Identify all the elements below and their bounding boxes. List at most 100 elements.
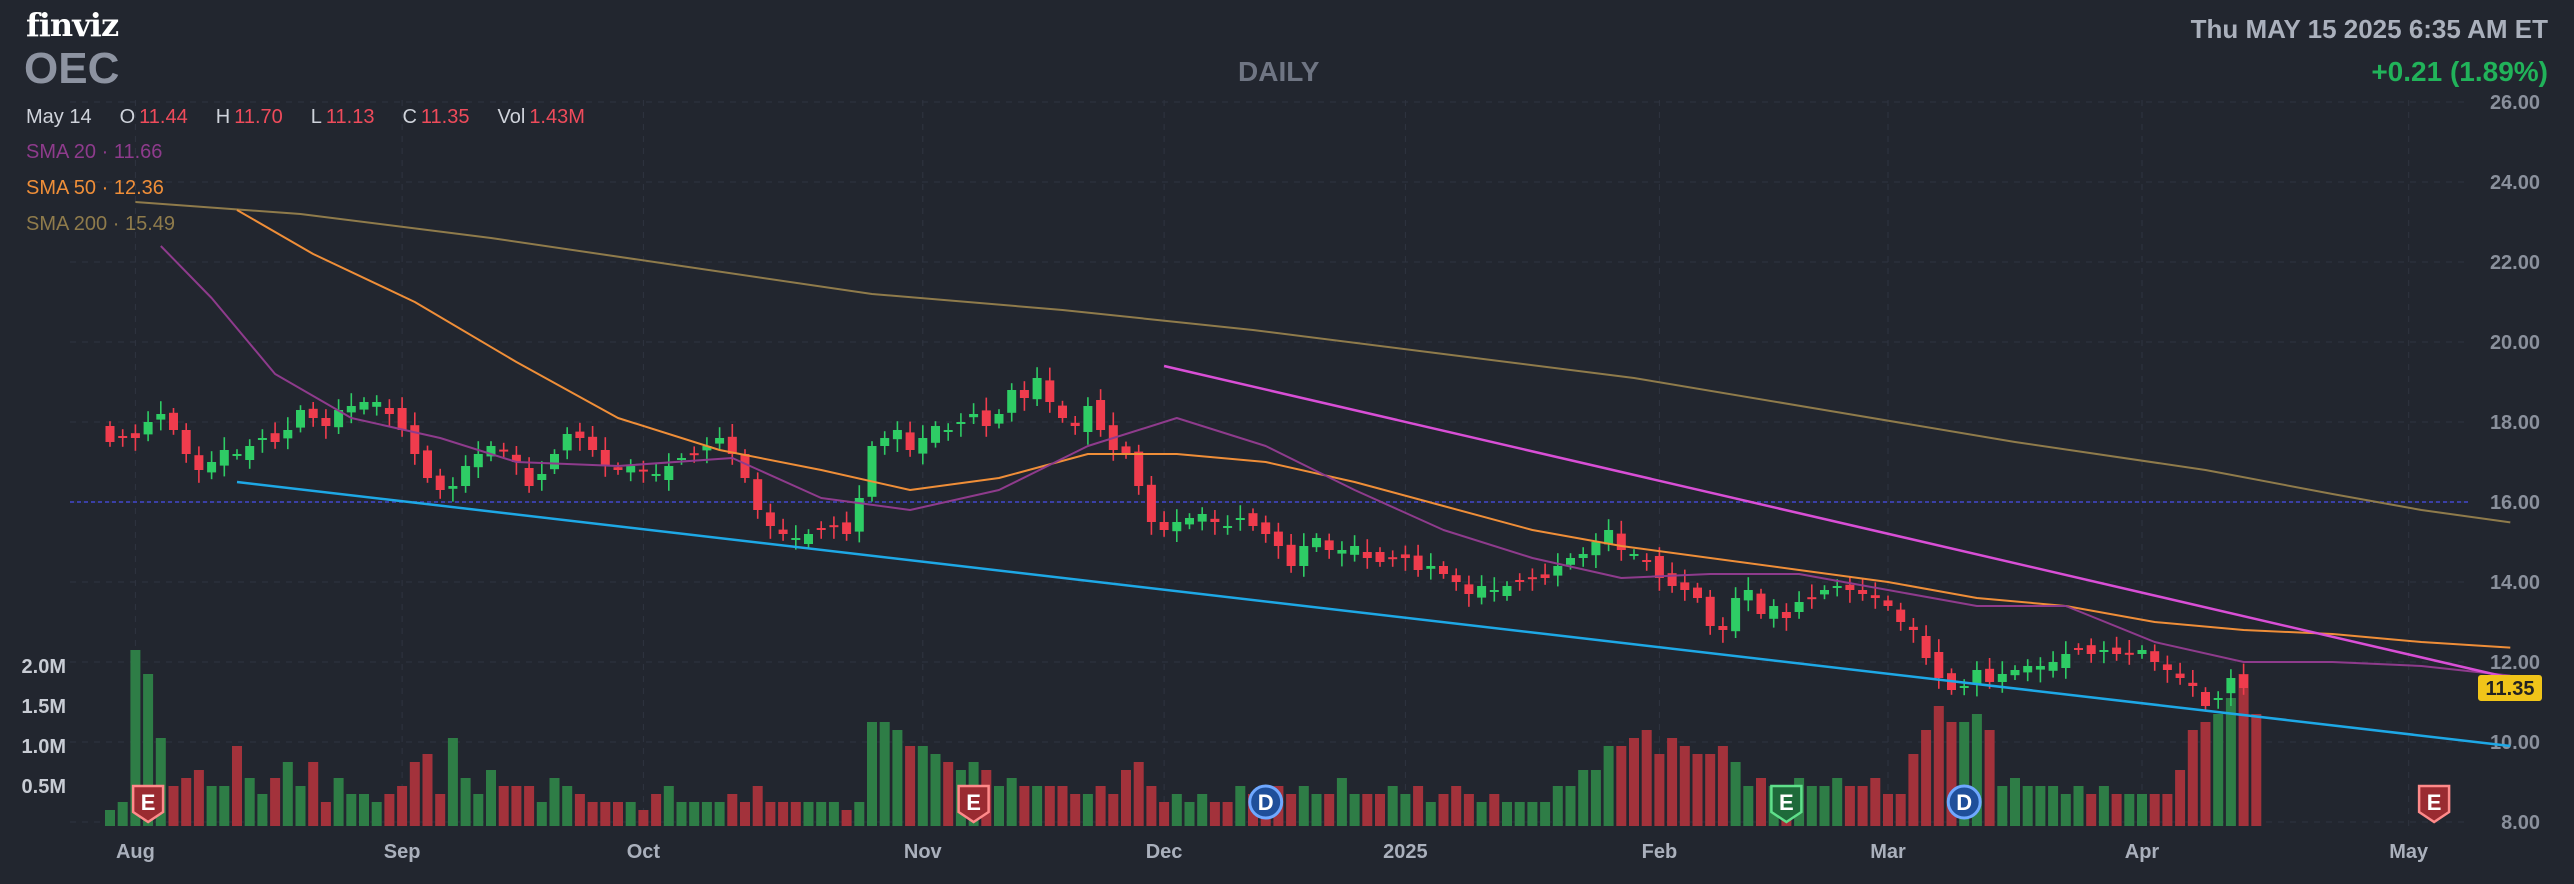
candle-body[interactable] <box>511 454 521 462</box>
candle-body[interactable] <box>1820 590 1829 595</box>
candle-body[interactable] <box>1146 484 1156 522</box>
candle-body[interactable] <box>1718 626 1728 630</box>
candle-body[interactable] <box>461 466 471 486</box>
candle-body[interactable] <box>1058 405 1067 418</box>
candle-body[interactable] <box>1439 566 1448 574</box>
candle-body[interactable] <box>2162 664 2172 670</box>
candle-body[interactable] <box>1985 668 1995 682</box>
candle-body[interactable] <box>1172 522 1182 532</box>
candle-body[interactable] <box>346 406 356 413</box>
candle-body[interactable] <box>1794 602 1804 612</box>
candle-body[interactable] <box>1350 546 1360 555</box>
candle-body[interactable] <box>181 430 191 454</box>
candle-body[interactable] <box>1769 606 1779 619</box>
candle-body[interactable] <box>1388 557 1398 560</box>
candle-body[interactable] <box>1667 573 1677 586</box>
candle-body[interactable] <box>2023 666 2033 673</box>
earnings-icon[interactable] <box>131 784 165 824</box>
candle-body[interactable] <box>1324 540 1334 550</box>
candle-body[interactable] <box>1400 554 1410 558</box>
candle-body[interactable] <box>892 430 902 440</box>
candle-body[interactable] <box>2074 648 2083 650</box>
candle-body[interactable] <box>1261 522 1271 534</box>
candle-body[interactable] <box>1096 400 1106 430</box>
earnings-icon[interactable] <box>1770 784 1803 824</box>
candle-body[interactable] <box>1286 544 1296 566</box>
candle-body[interactable] <box>1997 674 2007 682</box>
candle-body[interactable] <box>918 438 928 454</box>
candle-body[interactable] <box>1515 580 1525 582</box>
sma50-line[interactable] <box>236 209 2511 649</box>
candle-body[interactable] <box>473 454 483 468</box>
candle-body[interactable] <box>1578 554 1588 558</box>
candle-body[interactable] <box>638 469 648 472</box>
candle-body[interactable] <box>1477 586 1487 598</box>
candle-body[interactable] <box>1832 586 1842 588</box>
candle-body[interactable] <box>1642 560 1652 562</box>
candle-body[interactable] <box>842 522 852 534</box>
candle-body[interactable] <box>2112 647 2122 654</box>
candle-body[interactable] <box>2213 698 2223 700</box>
candle-body[interactable] <box>207 462 217 473</box>
candle-body[interactable] <box>1693 587 1702 598</box>
candle-body[interactable] <box>791 538 801 540</box>
candle-body[interactable] <box>130 433 140 438</box>
candle-body[interactable] <box>1273 531 1283 546</box>
finviz-logo[interactable]: finviz <box>26 6 119 44</box>
candle-body[interactable] <box>359 402 369 410</box>
candle-body[interactable] <box>1210 518 1220 522</box>
candle-body[interactable] <box>1908 626 1918 630</box>
candle-body[interactable] <box>524 468 534 486</box>
candle-body[interactable] <box>1553 566 1563 576</box>
candle-body[interactable] <box>1591 542 1601 556</box>
candle-body[interactable] <box>2124 652 2134 655</box>
candle-body[interactable] <box>499 449 509 452</box>
candle-body[interactable] <box>283 430 293 439</box>
candle-body[interactable] <box>905 432 915 450</box>
candle-body[interactable] <box>969 414 979 418</box>
candle-body[interactable] <box>1159 522 1169 530</box>
trendline-upper[interactable] <box>1163 364 2511 680</box>
candle-body[interactable] <box>1540 574 1550 578</box>
candle-body[interactable] <box>1464 584 1474 594</box>
candle-body[interactable] <box>334 410 344 428</box>
candle-body[interactable] <box>1743 590 1753 601</box>
candle-body[interactable] <box>1972 670 1982 684</box>
candle-body[interactable] <box>105 426 115 442</box>
candle-body[interactable] <box>1032 378 1042 400</box>
candle-body[interactable] <box>423 450 432 478</box>
candle-body[interactable] <box>1959 686 1969 688</box>
dividend-icon[interactable] <box>1248 784 1284 820</box>
candle-body[interactable] <box>1604 530 1614 545</box>
candle-body[interactable] <box>219 450 229 466</box>
candle-body[interactable] <box>372 402 382 407</box>
earnings-icon[interactable] <box>957 784 990 824</box>
candle-body[interactable] <box>296 410 305 428</box>
candle-body[interactable] <box>435 475 445 490</box>
candle-body[interactable] <box>702 446 712 451</box>
candle-body[interactable] <box>1489 590 1499 592</box>
candle-body[interactable] <box>1019 390 1029 398</box>
candle-body[interactable] <box>588 436 598 450</box>
candle-body[interactable] <box>677 458 686 460</box>
candle-body[interactable] <box>816 528 826 530</box>
candle-body[interactable] <box>2061 654 2071 668</box>
candle-body[interactable] <box>156 414 166 420</box>
candle-body[interactable] <box>1451 575 1461 582</box>
candle-body[interactable] <box>715 438 725 444</box>
candle-body[interactable] <box>651 474 661 476</box>
candle-body[interactable] <box>1629 554 1639 556</box>
candle-body[interactable] <box>1934 652 1944 678</box>
candle-body[interactable] <box>1375 552 1385 562</box>
candle-body[interactable] <box>2201 692 2210 706</box>
candle-body[interactable] <box>194 455 204 470</box>
candle-body[interactable] <box>1007 390 1017 413</box>
candle-body[interactable] <box>664 466 674 480</box>
candle-body[interactable] <box>575 431 585 438</box>
candle-body[interactable] <box>2226 678 2236 694</box>
sma200-line[interactable] <box>135 201 2511 524</box>
timeframe-label[interactable]: DAILY <box>1238 56 1320 87</box>
candle-body[interactable] <box>1756 593 1766 614</box>
candle-body[interactable] <box>1134 451 1144 486</box>
